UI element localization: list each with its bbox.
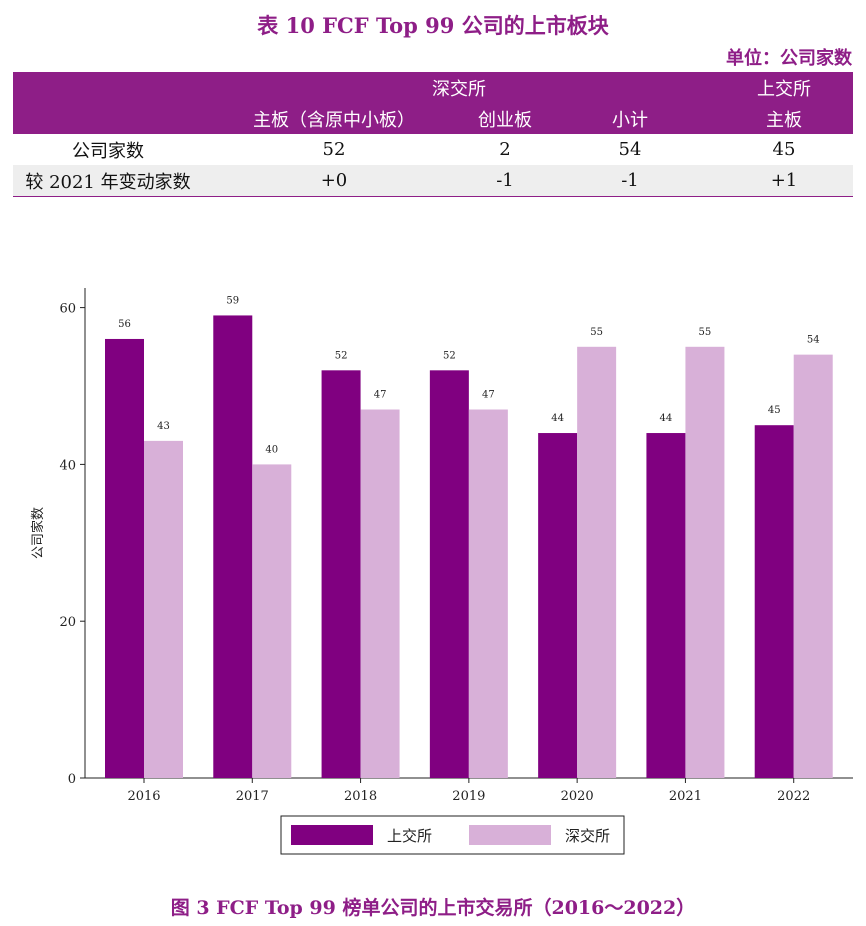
data-label: 40 (265, 444, 278, 455)
cell: +0 (203, 165, 465, 197)
data-label: 45 (768, 405, 781, 416)
x-tick-label: 2020 (561, 789, 594, 804)
bar-2017-0 (213, 315, 253, 778)
cell: -1 (465, 165, 545, 197)
data-label: 52 (443, 350, 456, 361)
legend: 上交所 深交所 (280, 815, 625, 855)
listing-board-table: 深交所 上交所 主板（含原中小板） 创业板 小计 主板 公司家数 52 2 54… (13, 72, 853, 197)
y-tick-label: 20 (59, 615, 76, 630)
bar-2019-0 (429, 370, 469, 778)
table-header-row-1: 深交所 上交所 (13, 72, 853, 103)
bar-chart: 公司家数 0 20 40 60 2016 2017 2018 2019 2020 2021 2022… (30, 288, 853, 855)
header-subtotal: 小计 (545, 103, 715, 134)
header-empty-2 (13, 103, 203, 134)
data-label: 55 (699, 327, 712, 338)
table-row: 公司家数 52 2 54 45 (13, 134, 853, 165)
data-label: 47 (374, 390, 387, 401)
row-label: 较 2021 年变动家数 (13, 165, 203, 197)
y-tick-label: 40 (59, 458, 76, 473)
header-chinext: 创业板 (465, 103, 545, 134)
bars: 56 43 59 40 52 47 52 47 44 55 44 55 45 54 (105, 295, 833, 778)
x-tick-label: 2022 (777, 789, 810, 804)
axes: 0 20 40 60 2016 2017 2018 2019 2020 2021 2022 (59, 288, 853, 804)
y-tick-label: 0 (68, 772, 76, 787)
bar-2022-1 (793, 354, 833, 778)
bar-2020-0 (538, 433, 578, 778)
cell: -1 (545, 165, 715, 197)
header-szse: 深交所 (203, 72, 715, 103)
legend-label: 深交所 (565, 827, 610, 845)
table-unit: 单位：公司家数 (726, 48, 852, 69)
bar-2021-1 (685, 346, 725, 778)
data-label: 54 (807, 335, 820, 346)
cell: 2 (465, 134, 545, 165)
bar-2022-0 (754, 425, 794, 778)
bar-2018-0 (321, 370, 361, 778)
table-title: 表 10 FCF Top 99 公司的上市板块 (257, 13, 609, 38)
header-main-board: 主板（含原中小板） (203, 103, 465, 134)
header-sse-main: 主板 (715, 103, 853, 134)
x-tick-label: 2019 (452, 789, 485, 804)
table-header-row-2: 主板（含原中小板） 创业板 小计 主板 (13, 103, 853, 134)
table-row: 较 2021 年变动家数 +0 -1 -1 +1 (13, 165, 853, 197)
legend-label: 上交所 (387, 827, 432, 845)
data-label: 43 (157, 421, 170, 432)
y-axis-label: 公司家数 (30, 507, 46, 559)
legend-swatch (291, 825, 373, 845)
data-label: 44 (660, 413, 673, 424)
bar-2021-0 (646, 433, 686, 778)
cell: +1 (715, 165, 853, 197)
cell: 45 (715, 134, 853, 165)
cell: 54 (545, 134, 715, 165)
data-label: 44 (551, 413, 564, 424)
bar-2016-0 (105, 338, 144, 778)
bar-2018-1 (360, 409, 400, 778)
bar-2020-1 (577, 346, 617, 778)
cell: 52 (203, 134, 465, 165)
y-tick-label: 60 (59, 302, 76, 317)
x-tick-label: 2021 (669, 789, 702, 804)
header-empty (13, 72, 203, 103)
data-label: 56 (118, 319, 131, 330)
x-tick-label: 2017 (236, 789, 269, 804)
legend-swatch (469, 825, 551, 845)
bar-2017-1 (252, 464, 292, 778)
bar-2016-1 (144, 440, 183, 778)
data-label: 55 (590, 327, 603, 338)
data-label: 47 (482, 390, 495, 401)
figure-caption: 图 3 FCF Top 99 榜单公司的上市交易所（2016～2022） (170, 897, 696, 919)
header-sse: 上交所 (715, 72, 853, 103)
x-tick-label: 2016 (127, 789, 160, 804)
bar-2019-1 (468, 409, 508, 778)
data-label: 52 (335, 350, 348, 361)
row-label: 公司家数 (13, 134, 203, 165)
data-label: 59 (226, 295, 239, 306)
x-tick-label: 2018 (344, 789, 377, 804)
